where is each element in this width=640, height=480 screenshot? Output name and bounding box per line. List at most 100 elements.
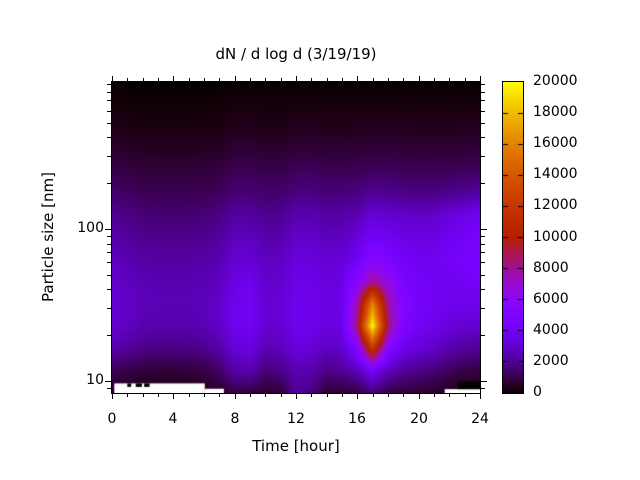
x-tick [465, 78, 466, 81]
x-tick [219, 394, 220, 397]
x-tick [296, 76, 297, 81]
x-tick [173, 76, 174, 81]
x-tick [204, 394, 205, 397]
x-tick [143, 394, 144, 397]
x-tick [388, 78, 389, 81]
colorbar-tick-label: 14000 [533, 166, 578, 182]
y-tick [107, 183, 111, 184]
colorbar-tick-label: 20000 [533, 73, 578, 89]
y-tick [481, 262, 485, 263]
x-tick [127, 78, 128, 81]
y-tick [107, 244, 111, 245]
y-tick [481, 229, 487, 230]
y-tick [481, 123, 485, 124]
x-axis-title: Time [hour] [252, 437, 340, 455]
y-tick [481, 137, 485, 138]
y-tick [107, 111, 111, 112]
y-tick [107, 262, 111, 263]
y-tick [481, 236, 485, 237]
y-tick [481, 388, 485, 389]
y-tick [481, 381, 487, 382]
x-tick [388, 394, 389, 397]
x-tick [189, 394, 190, 397]
x-tick [265, 78, 266, 81]
x-tick-label: 16 [348, 411, 366, 427]
x-tick [327, 394, 328, 397]
x-tick [434, 394, 435, 397]
x-tick [235, 76, 236, 81]
x-tick-label: 20 [410, 411, 428, 427]
y-tick [481, 275, 485, 276]
x-tick [281, 394, 282, 397]
y-tick-label: 10 [86, 372, 104, 388]
y-tick [481, 111, 485, 112]
colorbar-tick-label: 18000 [533, 104, 578, 120]
x-tick [419, 394, 420, 399]
y-tick-label: 100 [77, 220, 104, 236]
x-tick [357, 394, 358, 399]
plot-area [111, 81, 481, 394]
x-tick [112, 76, 113, 81]
y-tick [481, 308, 485, 309]
x-tick [480, 394, 481, 399]
x-tick [342, 394, 343, 397]
y-tick [105, 381, 111, 382]
x-tick [127, 394, 128, 397]
x-tick [158, 394, 159, 397]
y-tick [107, 388, 111, 389]
colorbar-tick-label: 6000 [533, 291, 569, 307]
y-tick [107, 137, 111, 138]
x-tick [373, 78, 374, 81]
x-tick [219, 78, 220, 81]
x-tick [204, 78, 205, 81]
x-tick [449, 394, 450, 397]
y-tick [107, 100, 111, 101]
x-tick [419, 76, 420, 81]
x-tick-label: 24 [471, 411, 489, 427]
x-tick [449, 78, 450, 81]
y-tick [481, 289, 485, 290]
y-tick [107, 92, 111, 93]
x-tick [112, 394, 113, 399]
x-tick [265, 394, 266, 397]
y-tick [481, 100, 485, 101]
x-tick-label: 4 [168, 411, 178, 427]
y-tick [107, 252, 111, 253]
y-tick [481, 244, 485, 245]
y-tick [107, 335, 111, 336]
x-tick [434, 78, 435, 81]
colorbar-tick-label: 2000 [533, 353, 569, 369]
y-tick [481, 92, 485, 93]
colorbar-tick-label: 4000 [533, 322, 569, 338]
x-tick [403, 394, 404, 397]
colorbar-tick-label: 12000 [533, 197, 578, 213]
y-tick [105, 229, 111, 230]
colorbar-tick-label: 10000 [533, 229, 578, 245]
x-tick [357, 76, 358, 81]
x-tick-label: 0 [107, 411, 117, 427]
x-tick [250, 78, 251, 81]
colorbar-tick-label: 16000 [533, 135, 578, 151]
x-tick [189, 78, 190, 81]
x-tick [373, 394, 374, 397]
y-tick [107, 289, 111, 290]
colorbar-tick-label: 8000 [533, 260, 569, 276]
y-tick [107, 156, 111, 157]
heatmap-canvas [112, 82, 480, 393]
y-tick [107, 308, 111, 309]
colorbar-canvas [503, 82, 523, 393]
x-tick [173, 394, 174, 399]
y-tick [481, 183, 485, 184]
colorbar-tick-label: 0 [533, 384, 542, 400]
chart-title: dN / d log d (3/19/19) [215, 45, 377, 63]
colorbar [502, 81, 524, 394]
x-tick [250, 394, 251, 397]
x-tick [296, 394, 297, 399]
y-tick [107, 123, 111, 124]
y-tick [107, 236, 111, 237]
y-tick [481, 335, 485, 336]
x-tick [158, 78, 159, 81]
x-tick [143, 78, 144, 81]
x-tick [235, 394, 236, 399]
